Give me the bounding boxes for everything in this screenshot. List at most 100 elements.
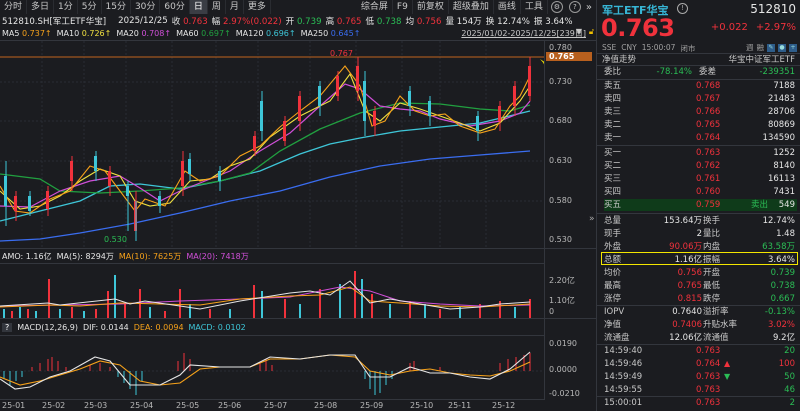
help-icon[interactable]: ? — [568, 1, 581, 13]
tick-row: 14:59:46 0.764 ▲ 100 — [604, 359, 795, 369]
x-tick: 25-07 — [264, 401, 288, 410]
x-tick: 25-05 — [176, 401, 200, 410]
stat-row: 最高 0.765 最低 0.738 — [604, 281, 795, 291]
ask-row[interactable]: 卖四 0.767 21483 — [604, 94, 795, 104]
edit-icon[interactable]: ✎ — [767, 43, 775, 52]
up-arrow-icon: ▲ — [724, 359, 731, 368]
time-axis: 25-01 25-02 25-03 25-04 25-05 25-06 25-0… — [0, 399, 544, 411]
gear-icon[interactable]: ⚙ — [550, 1, 563, 13]
tab-intraday[interactable]: 分时 — [0, 0, 28, 14]
x-tick: 25-12 — [492, 401, 516, 410]
stat-row: 总量 153.64万 换手 12.74% — [604, 216, 795, 226]
price-pane[interactable]: 0.767 0.530 0.780 0.765 0.730 0.680 0.63… — [0, 40, 596, 249]
tab-30min[interactable]: 30分 — [131, 0, 161, 14]
amo-axis: 2.20亿 1.10亿 0 — [544, 249, 596, 319]
nav-trend-link[interactable]: 净值走势 — [602, 55, 637, 65]
high-label: 高 — [325, 17, 335, 27]
symbol-label: 512810.SH[军工ETF华宝] — [2, 17, 107, 27]
lock-icon[interactable]: 🔓︎ — [588, 27, 594, 36]
amo-tick: 0 — [549, 307, 555, 316]
tong-label[interactable]: 週 — [746, 43, 754, 52]
bid-row[interactable]: 买三 0.761 16113 — [604, 174, 795, 184]
bid-row[interactable]: 买五 0.759 卖出 549 — [604, 200, 795, 210]
price-change: +0.022 +2.97% — [711, 22, 796, 33]
macd-legend: ? MACD(12,26,9) DIF: 0.0144 DEA: 0.0094 … — [2, 323, 246, 332]
trading-status: 闭市 — [680, 44, 696, 53]
fund-code: 512810 — [750, 2, 796, 16]
f9-button[interactable]: F9 — [393, 0, 413, 14]
stat-row: 均价 0.756 开盘 0.739 — [604, 268, 795, 278]
tab-monthly[interactable]: 月 — [226, 0, 244, 14]
quote-panel: 军工ETF华宝 ! 512810 0.763 +0.022 +2.97% SSE… — [589, 0, 800, 411]
x-tick: 25-02 — [42, 401, 66, 410]
ask-row[interactable]: 卖一 0.764 134590 — [604, 133, 795, 143]
price-axis[interactable]: 0.780 0.765 0.730 0.680 0.630 0.580 0.53… — [544, 41, 596, 249]
ask-row[interactable]: 卖二 0.765 80869 — [604, 120, 795, 130]
x-tick: 25-01 — [2, 401, 26, 410]
ma250-legend: MA250 0.645↑ — [300, 29, 361, 38]
amp-label: 振 — [533, 17, 543, 27]
tab-1min[interactable]: 1分 — [54, 0, 78, 14]
high-value: 0.765 — [336, 17, 362, 27]
quote-time: 15:00:07 — [641, 43, 676, 52]
open-value: 0.739 — [296, 17, 322, 27]
bid-row[interactable]: 买一 0.763 1252 — [604, 148, 795, 158]
stat-row: 外盘 90.06万 内盘 63.58万 — [604, 242, 795, 252]
tab-60min[interactable]: 60分 — [160, 0, 190, 14]
ma-legend: MA5 0.737↑ MA10 0.726↑ MA20 0.708↑ MA60 … — [2, 28, 360, 39]
bid-row[interactable]: 买四 0.760 7431 — [604, 187, 795, 197]
macd-label: MACD(12,26,9) — [17, 323, 79, 332]
macd-pane[interactable]: ? MACD(12,26,9) DIF: 0.0144 DEA: 0.0094 … — [0, 318, 596, 400]
rong-label[interactable]: 融 — [756, 43, 765, 52]
ask-row[interactable]: 卖五 0.768 7188 — [604, 81, 795, 91]
tools-button[interactable]: 工具 — [521, 0, 548, 14]
chart-area[interactable]: 分时 多日 1分 5分 15分 30分 60分 日 周 月 更多 综合屏 F9 … — [0, 0, 596, 411]
stat-row: 涨停 0.815 跌停 0.667 — [604, 294, 795, 304]
tab-daily[interactable]: 日 — [189, 0, 208, 14]
macd-help-button[interactable]: ? — [2, 323, 13, 332]
ask-row[interactable]: 卖三 0.766 28706 — [604, 107, 795, 117]
close-label: 收 — [171, 17, 181, 27]
bid-row[interactable]: 买二 0.762 8140 — [604, 161, 795, 171]
amo-tick: 2.20亿 — [549, 276, 575, 285]
tab-multiday[interactable]: 多日 — [27, 0, 55, 14]
low-label: 低 — [365, 17, 375, 27]
collapse-icon[interactable]: » — [589, 214, 595, 224]
x-tick: 25-11 — [448, 401, 472, 410]
composite-screen-button[interactable]: 综合屏 — [357, 0, 393, 14]
tab-5min[interactable]: 5分 — [78, 0, 102, 14]
add-icon[interactable]: + — [789, 43, 797, 52]
sell-highlight — [604, 199, 797, 211]
market-status: SSE CNY 15:00:07 闭市 — [602, 43, 695, 54]
index-name: 华宝中证军工ETF — [728, 55, 795, 65]
down-arrow-icon: ▼ — [724, 372, 731, 381]
tick-row: 14:59:49 0.763 ▼ 50 — [604, 372, 795, 382]
amo-ma5: MA(5): 8294万 — [56, 252, 114, 261]
draw-line-button[interactable]: 画线 — [494, 0, 521, 14]
fund-name: 军工ETF华宝 — [602, 4, 669, 17]
tab-more[interactable]: 更多 — [244, 0, 271, 14]
macd-axis: 0.0190 0.0000 -0.0210 — [544, 319, 596, 400]
amo-legend: AMO: 1.16亿 MA(5): 8294万 MA(10): 7625万 MA… — [2, 251, 249, 262]
forward-adjust-button[interactable]: 前复权 — [413, 0, 449, 14]
stat-row: 流通盘 12.06亿 流通值 9.2亿 — [604, 333, 795, 343]
ma5-legend: MA5 0.737↑ — [2, 29, 52, 38]
info-icon[interactable]: ! — [677, 3, 688, 14]
super-overlay-button[interactable]: 超级叠加 — [449, 0, 494, 14]
weibi-row: 委比 -78.14% 委差 -239351 — [604, 67, 795, 77]
change-value: 2.97%(0.022) — [223, 17, 282, 27]
low-annotation: 0.530 — [104, 235, 127, 244]
nav-row[interactable]: 净值走势 华宝中证军工ETF — [597, 53, 800, 65]
tab-weekly[interactable]: 周 — [208, 0, 226, 14]
alert-icon[interactable]: ● — [778, 43, 786, 52]
date-range-selector[interactable]: 2025/01/02-2025/12/25[239日] — [461, 29, 586, 38]
range-dropdown-icon[interactable]: ▼ — [575, 27, 582, 36]
tab-15min[interactable]: 15分 — [102, 0, 131, 14]
open-label: 开 — [285, 17, 295, 27]
period-toolbar: 分时 多日 1分 5分 15分 30分 60分 日 周 月 更多 综合屏 F9 … — [0, 0, 596, 14]
expand-icon[interactable]: » — [585, 1, 592, 13]
amo-chart — [0, 271, 531, 318]
macd-tick: 0.0190 — [549, 339, 577, 348]
amo-pane[interactable]: AMO: 1.16亿 MA(5): 8294万 MA(10): 7625万 MA… — [0, 248, 596, 319]
turnover-label: 换 — [485, 17, 495, 27]
